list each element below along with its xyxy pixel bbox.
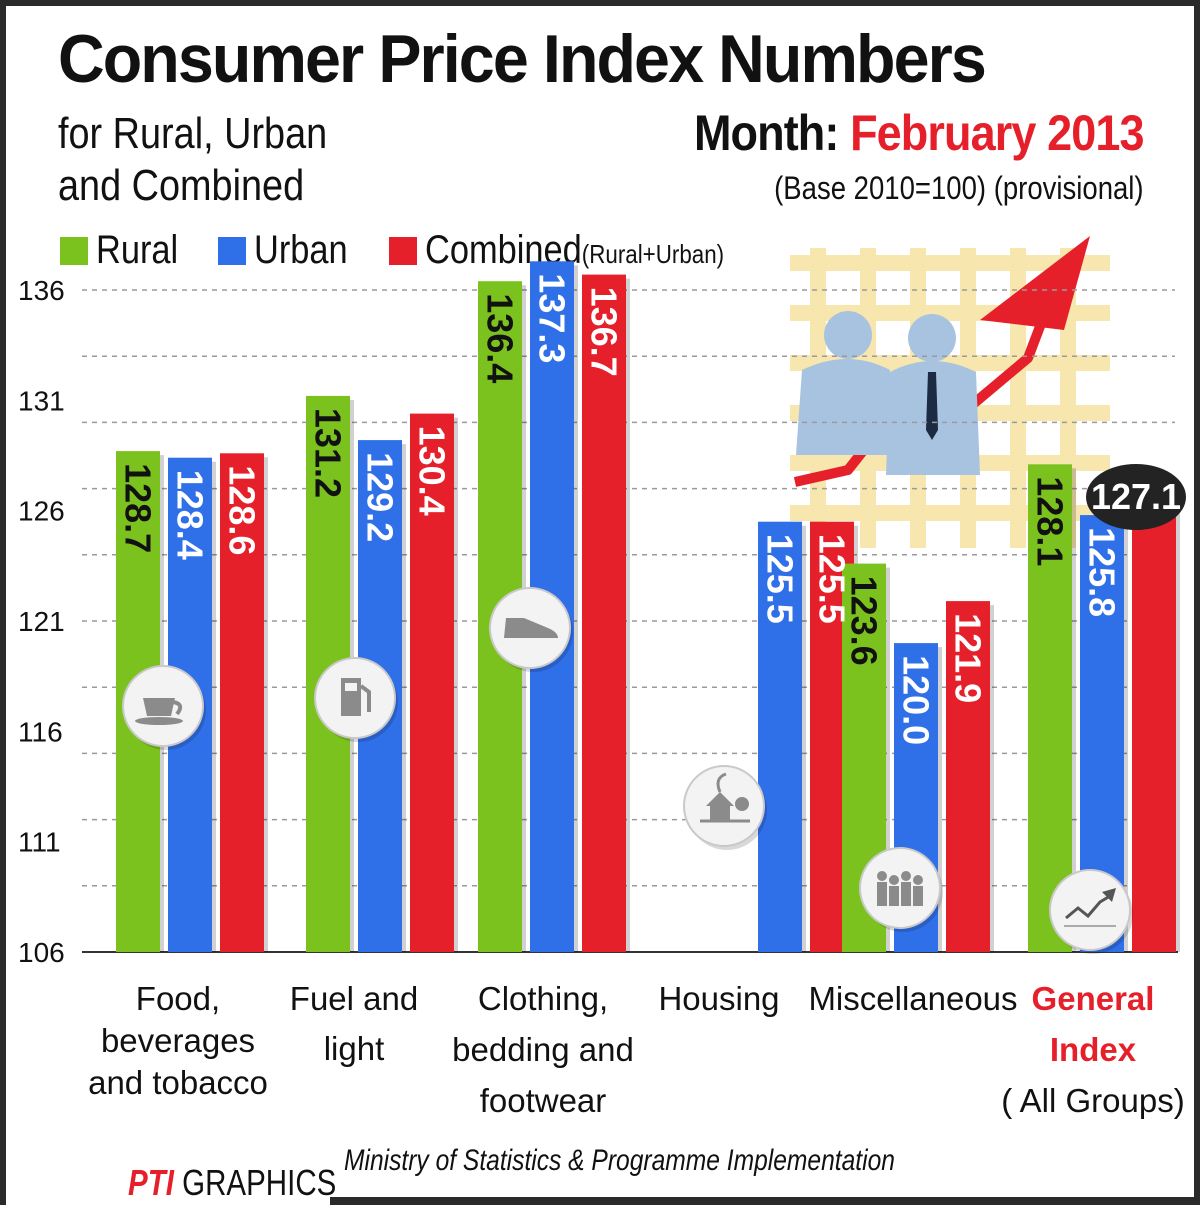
general-index-callout: 127.1 [1086, 464, 1186, 530]
frame-right [1194, 0, 1200, 1205]
bar-labels: 128.7 128.4 128.6 131.2 129.2 130.4 136.4 137.3… [118, 273, 1123, 745]
bar-combined-0 [220, 453, 264, 952]
category-label-0: beverages [101, 1022, 255, 1059]
bar-combined-1 [410, 413, 454, 953]
pti-logo: PTI [128, 1162, 174, 1203]
bar-shadow [1124, 519, 1128, 952]
source-note: Ministry of Statistics & Programme Imple… [344, 1144, 895, 1177]
bar-shadow [454, 417, 458, 953]
bar-label-combined-2: 136.7 [584, 287, 625, 377]
bar-label-rural-1: 131.2 [308, 408, 349, 498]
category-label-2: bedding and [452, 1031, 634, 1068]
frame-top [0, 0, 1200, 6]
bar-shadow [990, 605, 994, 952]
category-label-0: and tobacco [88, 1064, 268, 1101]
bar-shadow [574, 265, 578, 952]
bar-label-rural-2: 136.4 [480, 293, 521, 383]
bar-shadow [886, 567, 890, 952]
bar-shadow [802, 525, 806, 952]
y-tick-label: 126 [18, 496, 65, 527]
y-tick-label: 131 [18, 385, 65, 416]
bar-label-combined-3: 125.5 [812, 534, 853, 624]
legend-combined-note: (Rural+Urban) [581, 239, 724, 269]
bar-label-urban-0: 128.4 [170, 470, 211, 560]
legend-urban: Urban [217, 228, 363, 273]
cup-icon [122, 665, 206, 750]
y-tick-label: 111 [18, 827, 61, 858]
bar-label-rural-5: 128.1 [1030, 476, 1071, 566]
y-tick-label: 121 [18, 606, 65, 637]
bar-urban-3 [758, 521, 802, 952]
credit: PTI GRAPHICS [128, 1162, 336, 1204]
category-label-0: Food, [136, 980, 220, 1017]
category-label-2: Clothing, [478, 980, 608, 1017]
frame-left [0, 0, 6, 1205]
shoe-icon [489, 587, 573, 672]
chart-subtitle: for Rural, Urban and Combined [58, 109, 328, 210]
frame-bottom [330, 1197, 1200, 1205]
y-axis: 136 131 126 121 116 111 106 [18, 275, 65, 968]
category-labels: Food, beverages and tobacco Fuel and light Cl… [88, 980, 1185, 1119]
y-tick-label: 136 [18, 275, 65, 306]
legend-rural: Rural [60, 228, 192, 273]
bar-combined-5 [1132, 486, 1176, 952]
y-tick-label: 116 [18, 716, 63, 747]
category-label-5: General [1032, 980, 1155, 1017]
legend-combined-swatch [388, 236, 417, 265]
category-icons [122, 587, 1133, 954]
legend-rural-swatch [60, 236, 88, 265]
bar-label-urban-1: 129.2 [360, 452, 401, 542]
category-label-1: light [324, 1030, 385, 1067]
bar-shadow [402, 444, 406, 952]
bar-label-rural-0: 128.7 [118, 463, 159, 553]
legend-combined-label: Combined(Rural+Urban) [425, 228, 724, 273]
category-label-4: Miscellaneous [808, 980, 1017, 1017]
bar-rural-5 [1028, 464, 1072, 952]
bar-shadow [264, 457, 268, 952]
bar-shadow [626, 278, 630, 953]
month-value: February 2013 [850, 105, 1145, 161]
fuel-pump-icon [314, 657, 398, 742]
bar-shadow [1072, 468, 1076, 952]
credit-text: GRAPHICS [182, 1162, 337, 1203]
base-note: (Base 2010=100) (provisional) [774, 170, 1144, 206]
growth-chart-icon [1049, 869, 1133, 954]
category-label-5: ( All Groups) [1001, 1082, 1184, 1119]
y-tick-label: 106 [18, 937, 65, 968]
bar-shadow [212, 461, 216, 952]
bar-label-urban-5: 125.8 [1082, 527, 1123, 617]
bar-label-combined-4: 121.9 [948, 613, 989, 703]
month-label: Month: [694, 105, 839, 161]
category-label-3: Housing [658, 980, 779, 1017]
bar-label-combined-0: 128.6 [222, 465, 263, 555]
bar-combined-2 [582, 274, 626, 953]
legend: Rural Urban Combined(Rural+Urban) [60, 228, 798, 273]
bar-label-rural-4: 123.6 [844, 576, 885, 666]
category-label-5: Index [1050, 1031, 1137, 1068]
legend-combined: Combined(Rural+Urban) [388, 228, 773, 273]
bar-label-urban-4: 120.0 [896, 655, 937, 745]
gridlines [82, 289, 1175, 953]
bar-shadow [1176, 490, 1180, 952]
businessmen-illustration [790, 236, 1110, 548]
category-label-2: footwear [480, 1082, 607, 1119]
chart-title: Consumer Price Index Numbers [58, 21, 987, 97]
people-icon [859, 847, 943, 932]
category-label-1: Fuel and [290, 980, 418, 1017]
bar-combined-4 [946, 601, 990, 952]
bar-shadow [938, 647, 942, 952]
bar-label-combined-1: 130.4 [412, 426, 453, 516]
legend-urban-label: Urban [253, 228, 348, 272]
legend-rural-label: Rural [96, 228, 179, 272]
bar-label-urban-2: 137.3 [532, 273, 573, 363]
house-icon [683, 765, 767, 850]
bar-label-urban-3: 125.5 [760, 534, 801, 624]
month-heading: Month: February 2013 [694, 104, 1145, 162]
legend-urban-swatch [217, 236, 246, 265]
